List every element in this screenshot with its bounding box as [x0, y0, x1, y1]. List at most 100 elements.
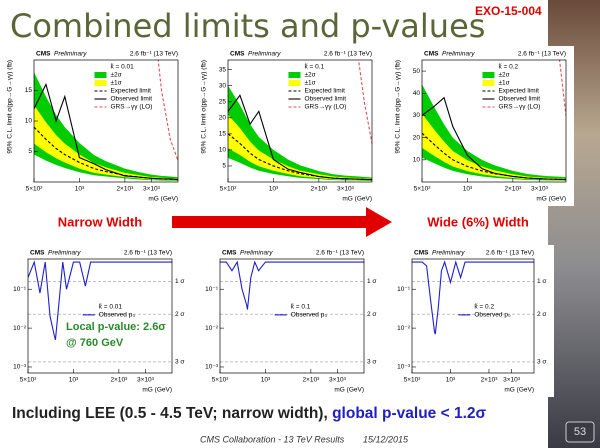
footer: CMS Collaboration - 13 TeV Results: [200, 434, 345, 444]
y-axis-label: 95% C.L. limit σ(pp→G→γγ) (fb): [7, 60, 14, 154]
status-label: Preliminary: [248, 51, 281, 58]
x-tick-label: 2×10³: [481, 377, 499, 384]
y-tick-label: 20: [413, 134, 421, 141]
lumi-label: 2.6 fb⁻¹ (13 TeV): [124, 250, 172, 257]
y-tick-label: 5: [28, 148, 32, 155]
legend-label: Observed p₀: [474, 312, 511, 319]
lumi-label: 2.6 fb⁻¹ (13 TeV): [130, 51, 178, 58]
sigma-label: 2 σ: [367, 311, 376, 318]
series-line: [34, 82, 178, 181]
y-axis-label: 95% C.L. limit σ(pp→G→γγ) (fb): [201, 60, 208, 154]
experiment-label: CMS: [414, 250, 429, 257]
y-tick-label: 10⁻¹: [13, 286, 27, 293]
chart: CMS Preliminary 2.6 fb⁻¹ (13 TeV) 10 20 30 40 5…: [392, 46, 574, 206]
legend-swatch: [288, 80, 301, 86]
legend-label: Expected limit: [304, 88, 345, 95]
experiment-label: CMS: [424, 51, 439, 58]
x-axis-label: mG (GeV): [142, 387, 172, 394]
sigma-label: 3 σ: [537, 359, 546, 366]
lumi-label: 2.6 fb⁻¹ (13 TeV): [518, 51, 566, 58]
charts: CMS Preliminary 2.6 fb⁻¹ (13 TeV)510155×10…: [4, 46, 574, 397]
chart: CMS Preliminary 2.6 fb⁻¹ (13 TeV) 5 10 15 20 25…: [198, 46, 380, 206]
x-axis-label: mG (GeV): [334, 387, 364, 394]
sigma-label: 1 σ: [537, 278, 546, 285]
status-label: Preliminary: [442, 51, 475, 58]
legend-title: k̃ = 0.2: [498, 64, 518, 71]
series-line: [220, 260, 364, 310]
experiment-label: CMS: [36, 51, 51, 58]
y-tick-label: 20: [219, 115, 227, 122]
y-tick-label: 10⁻²: [397, 325, 411, 332]
y-tick-label: 15: [25, 87, 33, 94]
chart: CMS Preliminary 2.6 fb⁻¹ (13 TeV) 1 σ 2 σ 3 σ…: [4, 245, 192, 397]
series-line: [412, 260, 534, 335]
y-tick-label: 25: [219, 98, 227, 105]
plot-frame: [27, 258, 173, 374]
footer-date: 15/12/2015: [363, 434, 409, 444]
legend-label: ±2σ: [498, 72, 509, 79]
legend-label: Observed p₀: [99, 312, 136, 319]
status-label: Preliminary: [432, 250, 465, 257]
legend-title: k̃ = 0.1: [290, 304, 310, 311]
legend-title: k̃ = 0.01: [110, 64, 134, 71]
chart-frame: [388, 245, 554, 397]
status-label: Preliminary: [54, 51, 87, 58]
x-axis-label: mG (GeV): [148, 196, 178, 203]
y-axis-label: 95% C.L. limit σ(pp→G→γγ) (fb): [395, 60, 402, 154]
sigma-label: 3 σ: [367, 359, 376, 366]
legend-label: Observed limit: [304, 96, 346, 103]
y-tick-label: 10⁻³: [205, 364, 219, 371]
x-tick-label: 3×10³: [329, 377, 347, 384]
legend-swatch: [94, 80, 107, 86]
x-tick-label: 5×10²: [414, 186, 432, 193]
chart-frame: [196, 245, 384, 397]
series-line: [422, 96, 566, 181]
slide-title: Combined limits and p-values: [10, 7, 485, 45]
x-tick-label: 5×10²: [220, 186, 238, 193]
legend-label: Observed p₀: [291, 312, 328, 319]
y-tick-label: 10⁻³: [397, 364, 411, 371]
sigma-label: 2 σ: [537, 311, 546, 318]
x-tick-label: 10³: [446, 377, 456, 384]
x-tick-label: 2×10³: [110, 377, 128, 384]
x-tick-label: 10³: [69, 377, 79, 384]
x-tick-label: 3×10³: [143, 186, 161, 193]
chart: CMS Preliminary 2.6 fb⁻¹ (13 TeV) 1 σ 2 σ 3 σ…: [196, 245, 384, 397]
lumi-label: 2.6 fb⁻¹ (13 TeV): [486, 250, 534, 257]
y-tick-label: 15: [219, 131, 227, 138]
legend-title: k̃ = 0.2: [474, 304, 494, 311]
status-label: Preliminary: [48, 250, 81, 257]
legend-label: Expected limit: [110, 88, 151, 95]
x-tick-label: 2×10³: [504, 186, 522, 193]
legend-title: k̃ = 0.01: [98, 304, 122, 311]
x-tick-label: 3×10³: [337, 186, 355, 193]
annotation: @ 760 GeV: [66, 337, 124, 349]
band: [228, 114, 372, 181]
legend-swatch: [482, 72, 495, 78]
x-tick-label: 5×10²: [404, 377, 422, 384]
chart: CMS Preliminary 2.6 fb⁻¹ (13 TeV) 1 σ 2 σ 3 σ…: [388, 245, 554, 397]
experiment-label: CMS: [230, 51, 245, 58]
x-tick-label: 10³: [463, 186, 473, 193]
legend-label: GRS→γγ (LO): [304, 104, 346, 111]
y-tick-label: 10: [219, 147, 227, 154]
band: [422, 113, 566, 181]
arrow-left-label: Narrow Width: [58, 214, 142, 229]
x-axis-label: mG (GeV): [342, 196, 372, 203]
y-tick-label: 30: [413, 112, 421, 119]
status-label: Preliminary: [240, 250, 273, 257]
y-tick-label: 10: [413, 157, 421, 164]
sigma-label: 1 σ: [175, 278, 184, 285]
legend-label: GRS→γγ (LO): [110, 104, 152, 111]
plot-frame: [421, 59, 567, 183]
x-axis-label: mG (GeV): [504, 387, 534, 394]
legend-swatch: [482, 80, 495, 86]
x-tick-label: 3×10³: [137, 377, 155, 384]
chart: CMS Preliminary 2.6 fb⁻¹ (13 TeV) 5 10 15 5×10…: [4, 46, 186, 206]
conclusion-highlight: global p-value < 1.2σ: [332, 405, 486, 422]
conclusion-text: Including LEE (0.5 - 4.5 TeV; narrow wid…: [12, 405, 332, 422]
series-line: [28, 260, 172, 340]
legend-label: Observed limit: [110, 96, 152, 103]
page-number: 53: [574, 426, 586, 438]
